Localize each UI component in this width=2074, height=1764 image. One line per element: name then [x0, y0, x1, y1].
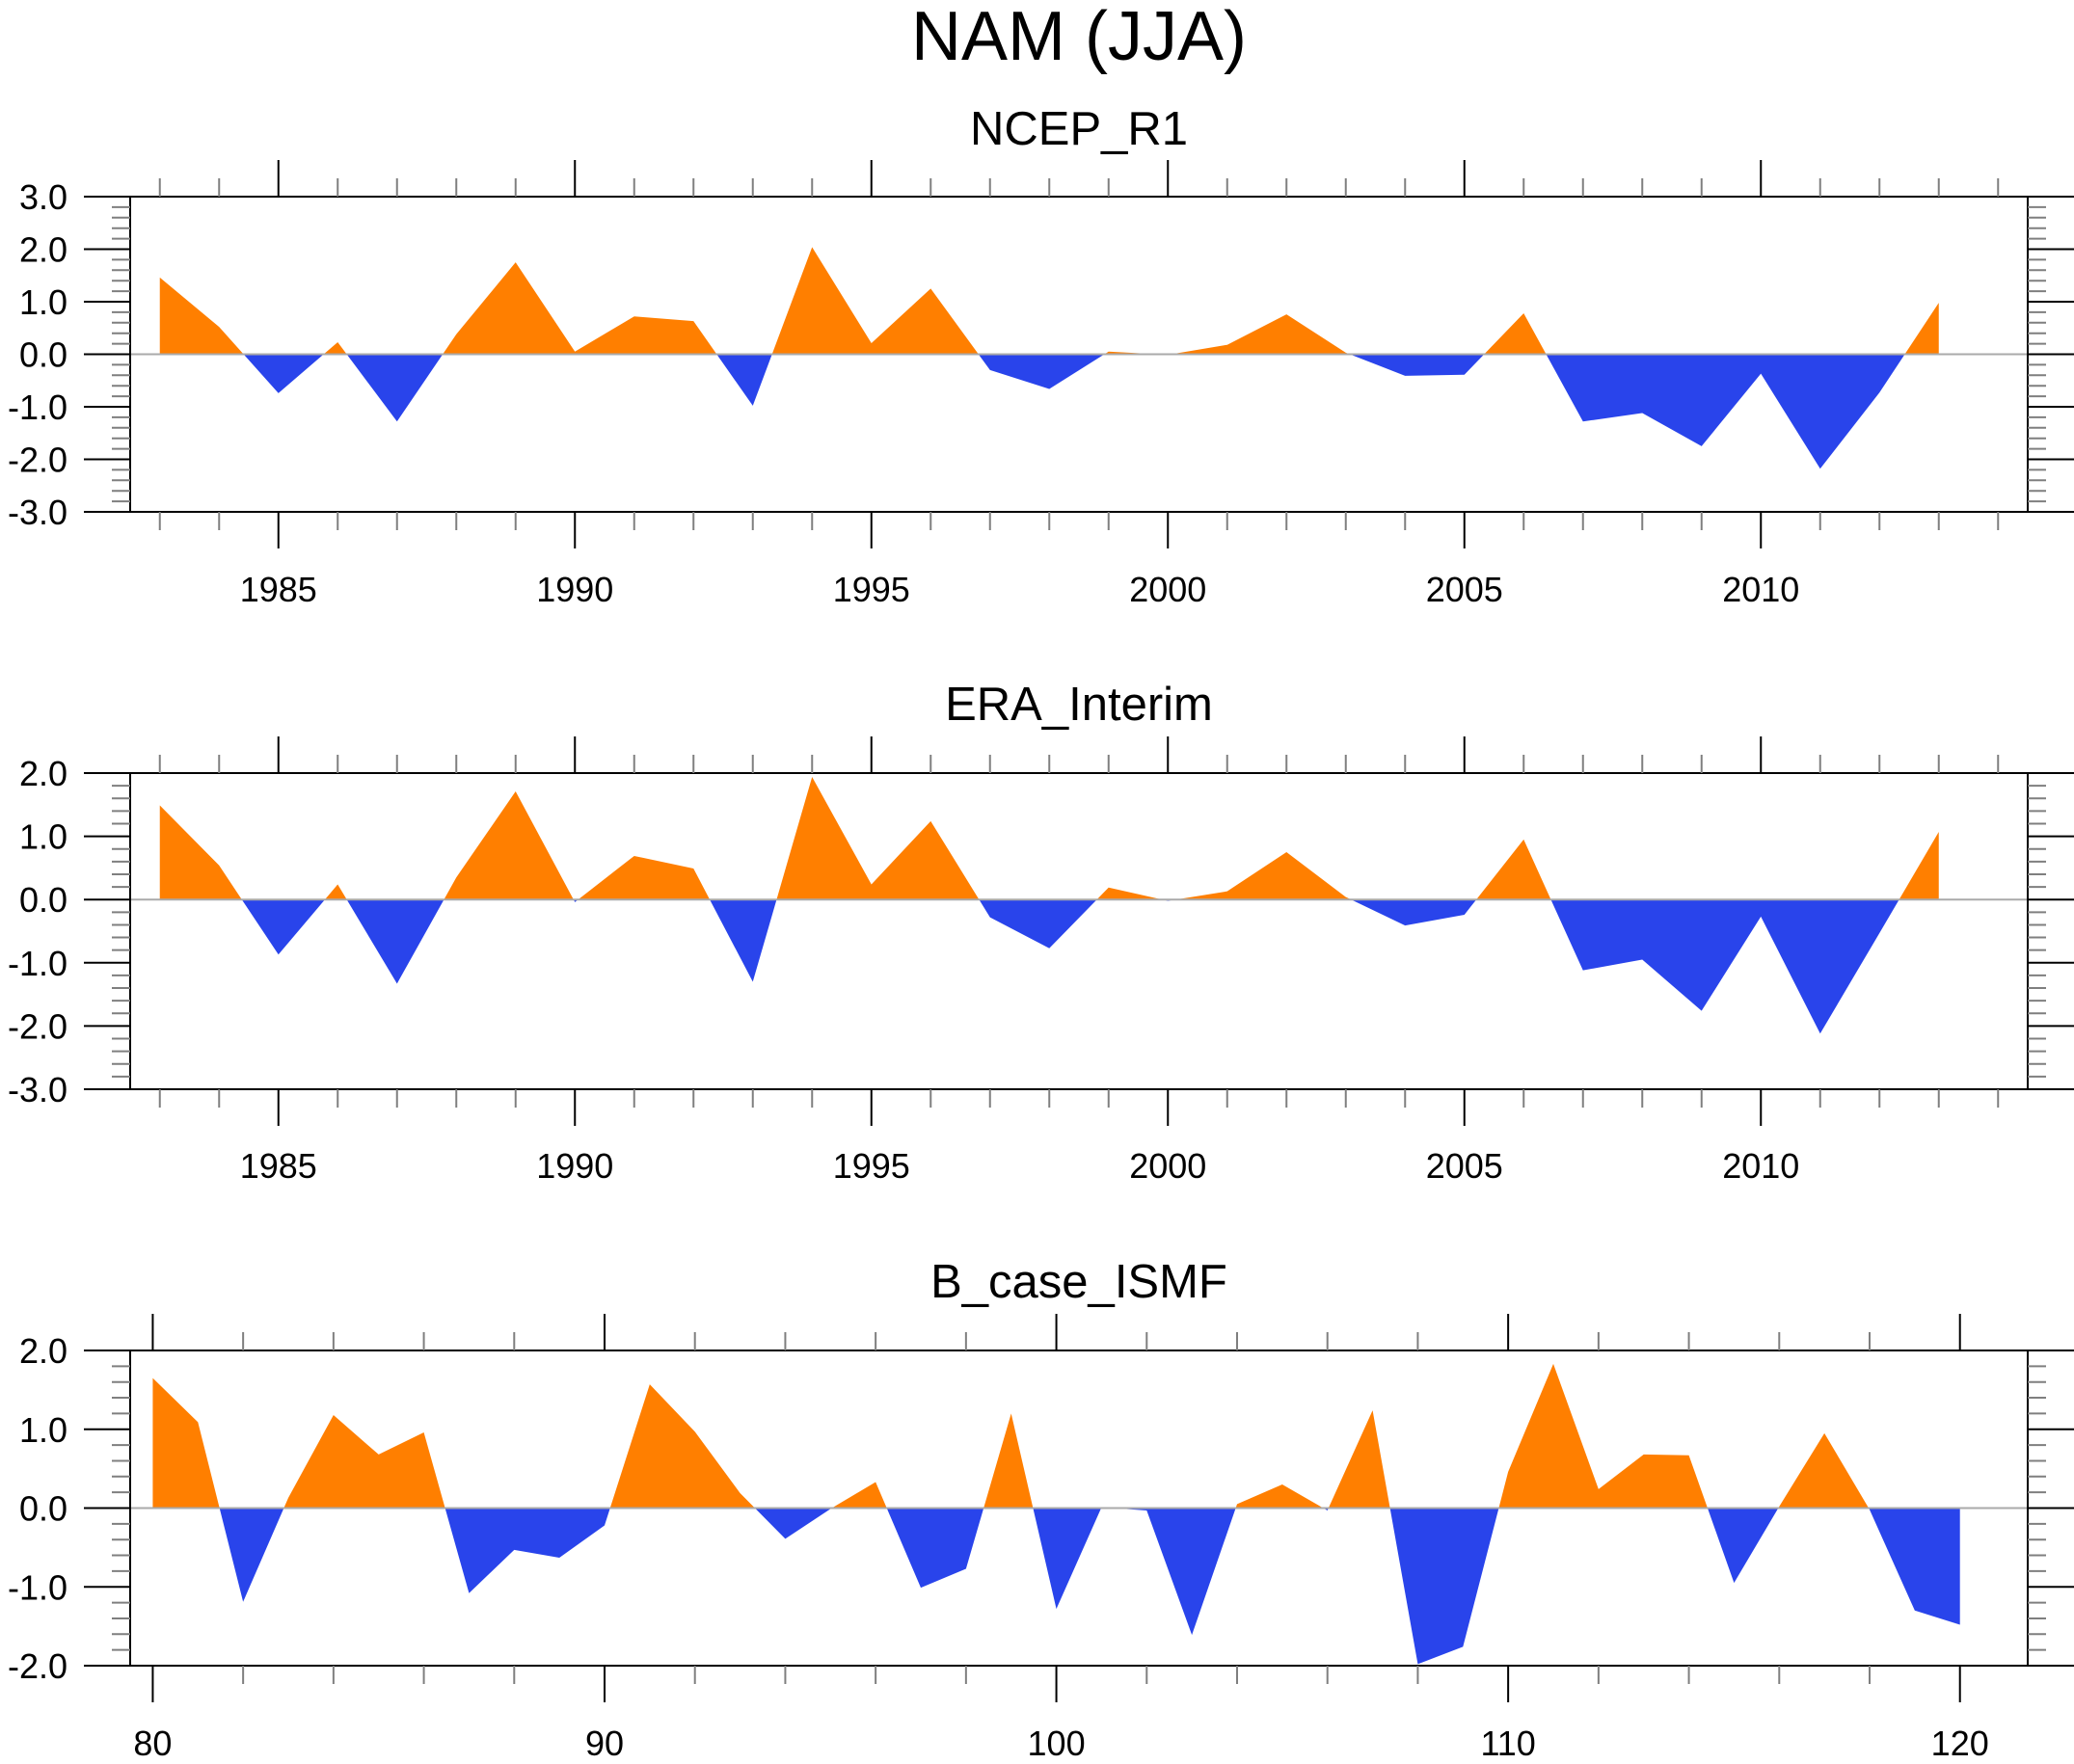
- x-axis: 80 90 100 110 120: [133, 1314, 1989, 1763]
- y-tick-label: 1.0: [19, 1410, 67, 1450]
- y-tick-label: -2.0: [8, 1006, 67, 1046]
- positive-area: [152, 1363, 1960, 1509]
- y-axis: 3.0 2.0 1.0 0.0 -1.0 -2.0 -3.0: [8, 177, 2074, 532]
- x-tick-label: 100: [1028, 1724, 1086, 1763]
- y-tick-label: 2.0: [19, 754, 67, 793]
- positive-area: [159, 776, 1939, 900]
- y-tick-label: -2.0: [8, 441, 67, 480]
- figure-title: NAM (JJA): [911, 0, 1247, 75]
- area-fills: [152, 1363, 1960, 1665]
- x-tick-label: 2005: [1426, 570, 1503, 609]
- x-tick-label: 1985: [240, 1146, 317, 1186]
- panel-b-case-ismf: B_case_ISMF 80 90 100 110 120 2.0 1.0 0.0 -1.0 -2…: [8, 1256, 2074, 1763]
- x-tick-label: 1995: [833, 570, 910, 609]
- panel-era-interim: ERA_Interim 1985 1990 1995 2000 2005 2010 2.0 1…: [8, 679, 2074, 1186]
- x-tick-label: 1985: [240, 570, 317, 609]
- negative-area: [159, 899, 1939, 1034]
- plot-frame: [129, 772, 2029, 1090]
- y-tick-label: 1.0: [19, 817, 67, 857]
- x-tick-label: 80: [133, 1724, 172, 1763]
- x-tick-label: 1995: [833, 1146, 910, 1186]
- y-tick-label: 0.0: [19, 880, 67, 920]
- area-fills: [159, 247, 1939, 469]
- y-tick-label: -2.0: [8, 1646, 67, 1686]
- x-tick-label: 2010: [1722, 1146, 1799, 1186]
- x-tick-label: 2000: [1129, 570, 1206, 609]
- x-tick-label: 110: [1480, 1724, 1535, 1763]
- x-tick-label: 120: [1931, 1724, 1989, 1763]
- x-axis: 1985 1990 1995 2000 2005 2010: [158, 160, 2000, 609]
- y-tick-label: -1.0: [8, 944, 67, 983]
- y-tick-label: 2.0: [19, 230, 67, 270]
- y-axis: 2.0 1.0 0.0 -1.0 -2.0: [8, 1331, 2074, 1686]
- x-tick-label: 2005: [1426, 1146, 1503, 1186]
- y-tick-label: 0.0: [19, 1489, 67, 1529]
- y-tick-label: 2.0: [19, 1331, 67, 1371]
- y-tick-label: 3.0: [19, 177, 67, 217]
- negative-area: [159, 354, 1939, 469]
- x-tick-label: 1990: [536, 570, 613, 609]
- panel-ncep-r1: NCEP_R1 1985 1990 1995 2000 2005 2010 3.0 2.0 1.…: [8, 103, 2074, 609]
- y-tick-label: -3.0: [8, 1070, 67, 1109]
- x-tick-label: 90: [585, 1724, 624, 1763]
- positive-area: [159, 247, 1939, 355]
- panel-title: B_case_ISMF: [930, 1256, 1227, 1308]
- x-tick-label: 2000: [1129, 1146, 1206, 1186]
- negative-area: [152, 1508, 1960, 1665]
- y-tick-label: -3.0: [8, 493, 67, 532]
- x-axis: 1985 1990 1995 2000 2005 2010: [158, 736, 2000, 1186]
- y-tick-label: -1.0: [8, 388, 67, 427]
- x-tick-label: 2010: [1722, 570, 1799, 609]
- panel-title: ERA_Interim: [945, 679, 1213, 731]
- x-tick-label: 1990: [536, 1146, 613, 1186]
- panel-title: NCEP_R1: [970, 103, 1188, 155]
- area-fills: [159, 776, 1939, 1034]
- y-tick-label: 1.0: [19, 282, 67, 322]
- y-tick-label: -1.0: [8, 1567, 67, 1607]
- y-axis: 2.0 1.0 0.0 -1.0 -2.0 -3.0: [8, 754, 2074, 1109]
- y-tick-label: 0.0: [19, 335, 67, 375]
